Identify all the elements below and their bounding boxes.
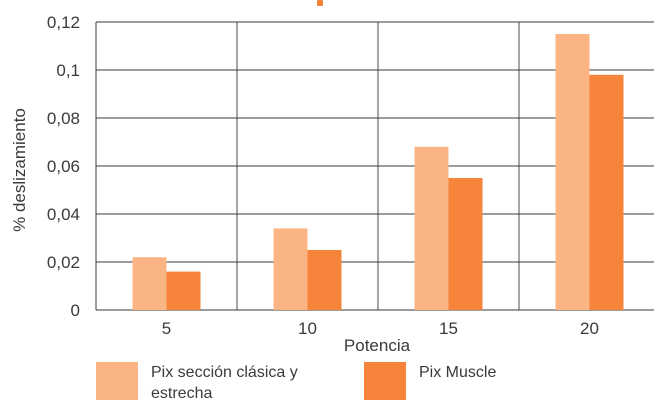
x-tick-label: 15 — [439, 319, 458, 338]
bar-series-2-cat-20 — [589, 74, 624, 310]
bar-series-1-cat-15 — [414, 146, 449, 310]
y-tick-label: 0,02 — [47, 253, 80, 272]
y-tick-label: 0,06 — [47, 157, 80, 176]
x-axis-ticks: 5 10 15 20 — [162, 319, 599, 338]
legend-label-series-2: Pix Muscle — [419, 364, 497, 381]
x-axis-title: Potencia — [344, 336, 411, 355]
bar-series-2-cat-10 — [307, 250, 342, 310]
y-tick-label: 0 — [71, 301, 80, 320]
bar-series-2-cat-15 — [448, 178, 483, 310]
y-tick-label: 0,12 — [47, 13, 80, 32]
x-tick-label: 5 — [162, 319, 171, 338]
bar-series-2-cat-5 — [166, 271, 201, 310]
y-tick-label: 0,08 — [47, 109, 80, 128]
y-tick-label: 0,1 — [56, 61, 80, 80]
legend-swatch-series-1 — [96, 362, 138, 400]
legend-swatch-series-2 — [364, 362, 406, 400]
legend: Pix sección clásica y estrecha Pix Muscl… — [96, 362, 556, 404]
bar-chart: 0 0,02 0,04 0,06 0,08 0,1 0,12 5 10 15 20 % desli… — [10, 13, 654, 355]
bar-series-1-cat-20 — [555, 34, 590, 310]
title-accent-mark — [317, 0, 323, 6]
x-tick-label: 10 — [298, 319, 317, 338]
legend-item-series-1: Pix sección clásica y estrecha — [96, 362, 341, 404]
legend-item-series-2: Pix Muscle — [364, 362, 496, 400]
y-axis-title: % deslizamiento — [10, 108, 29, 232]
y-tick-label: 0,04 — [47, 205, 80, 224]
x-tick-label: 20 — [580, 319, 599, 338]
bar-series-1-cat-10 — [273, 228, 308, 310]
y-axis-ticks: 0 0,02 0,04 0,06 0,08 0,1 0,12 — [47, 13, 80, 320]
bar-series-1-cat-5 — [132, 257, 167, 310]
legend-label-series-1: Pix sección clásica y estrecha — [151, 364, 298, 402]
bars — [132, 34, 624, 310]
